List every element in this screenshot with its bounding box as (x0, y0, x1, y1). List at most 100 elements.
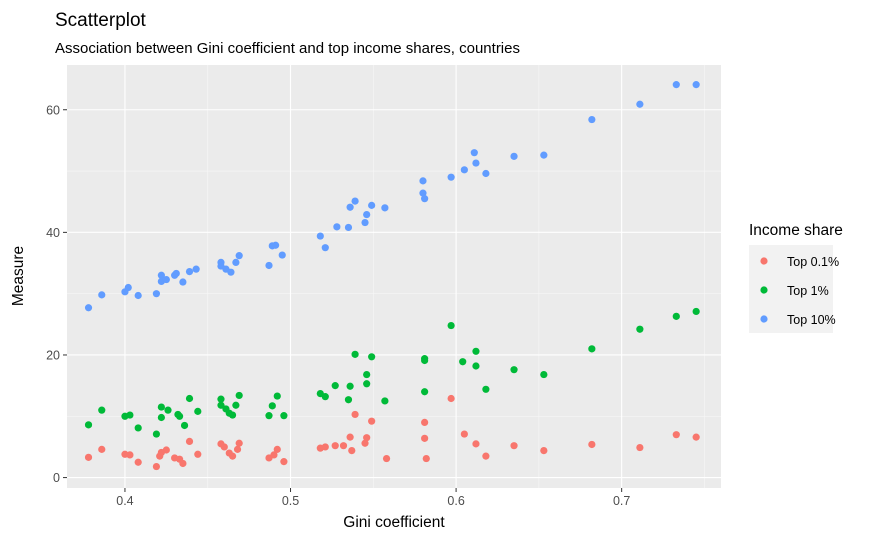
data-point-top-10 (134, 291, 142, 300)
data-point-top-0-1 (270, 451, 278, 459)
legend-label-top-10: Top 10% (787, 313, 836, 327)
data-point-top-0-1 (98, 445, 106, 453)
data-point-top-0-1 (421, 418, 429, 427)
data-point-top-0-1 (472, 440, 480, 448)
data-point-top-1 (321, 393, 329, 401)
data-point-top-0-1 (126, 451, 134, 459)
data-point-top-10 (636, 100, 644, 108)
y-tick-label: 60 (46, 103, 60, 117)
data-point-top-10 (482, 169, 490, 178)
data-point-top-1 (180, 421, 189, 430)
data-point-top-0-1 (421, 434, 429, 442)
data-point-top-10 (419, 189, 427, 197)
data-point-top-0-1 (134, 458, 142, 466)
data-point-top-0-1 (194, 450, 202, 458)
data-point-top-10 (152, 290, 161, 298)
data-point-top-0-1 (346, 433, 354, 441)
data-point-top-10 (84, 304, 93, 312)
data-point-top-10 (265, 261, 273, 270)
data-point-top-1 (510, 366, 518, 374)
data-point-top-10 (381, 204, 389, 212)
data-point-top-10 (333, 223, 341, 231)
data-point-top-1 (421, 388, 429, 396)
data-point-top-0-1 (482, 452, 490, 460)
grid-major (67, 65, 721, 488)
data-point-top-10 (232, 258, 240, 266)
data-point-top-10 (510, 152, 518, 160)
data-point-top-0-1 (152, 462, 161, 471)
data-point-top-1 (672, 312, 680, 320)
data-point-top-0-1 (235, 439, 243, 447)
data-point-top-10 (421, 195, 429, 203)
data-point-top-1 (421, 356, 429, 365)
data-point-top-10 (192, 265, 200, 273)
data-point-top-10 (588, 115, 596, 124)
data-point-top-0-1 (179, 459, 187, 468)
data-point-top-1 (351, 350, 359, 358)
data-point-top-10 (98, 291, 106, 299)
data-point-top-1 (126, 411, 134, 419)
y-tick-label: 40 (46, 226, 60, 240)
data-point-top-10 (316, 232, 324, 240)
data-point-top-0-1 (382, 454, 391, 463)
data-point-top-0-1 (368, 417, 376, 425)
data-point-top-10 (157, 271, 165, 279)
y-axis-title: Measure (10, 246, 27, 306)
data-point-top-1 (363, 370, 371, 379)
data-point-top-1 (265, 412, 273, 420)
data-point-top-10 (351, 197, 359, 205)
data-point-top-0-1 (273, 445, 281, 453)
points-layer (84, 81, 700, 471)
data-point-top-10 (235, 252, 243, 260)
data-point-top-0-1 (162, 446, 170, 454)
data-point-top-1 (331, 382, 339, 390)
data-point-top-1 (472, 347, 480, 355)
data-point-top-1 (482, 385, 490, 393)
data-point-top-1 (217, 401, 225, 409)
data-point-top-0-1 (339, 442, 348, 450)
data-point-top-1 (692, 307, 700, 316)
legend-swatch-top-0-1 (760, 257, 768, 265)
data-point-top-0-1 (321, 443, 329, 451)
legend-swatch-top-10 (760, 315, 768, 323)
data-point-top-1 (344, 396, 353, 404)
x-axis-title: Gini coefficient (343, 514, 445, 531)
data-point-top-1 (447, 321, 455, 330)
data-point-top-1 (588, 345, 596, 353)
legend-title: Income share (749, 222, 843, 239)
data-point-top-10 (321, 244, 329, 252)
legend-label-top-0-1: Top 0.1% (787, 255, 839, 269)
data-point-top-10 (162, 275, 170, 284)
data-point-top-10 (278, 251, 286, 259)
data-point-top-10 (672, 81, 680, 89)
data-point-top-0-1 (185, 437, 194, 446)
data-point-top-10 (185, 267, 194, 276)
data-point-top-1 (157, 413, 165, 422)
data-point-top-1 (540, 370, 548, 379)
data-point-top-0-1 (84, 453, 93, 461)
data-point-top-1 (217, 395, 225, 403)
data-point-top-1 (157, 403, 165, 411)
data-point-top-0-1 (228, 452, 237, 460)
x-tick-label: 0.5 (282, 494, 299, 508)
data-point-top-0-1 (220, 443, 228, 451)
data-point-top-0-1 (510, 442, 518, 450)
data-point-top-1 (164, 406, 172, 414)
y-tick-label: 0 (53, 471, 60, 485)
data-point-top-1 (134, 424, 142, 432)
data-point-top-0-1 (331, 442, 339, 450)
data-point-top-1 (346, 382, 354, 390)
data-point-top-1 (459, 358, 467, 366)
data-point-top-10 (447, 173, 455, 181)
data-point-top-10 (472, 159, 480, 167)
data-point-top-1 (232, 401, 240, 409)
data-point-top-10 (470, 149, 478, 157)
data-point-top-1 (228, 411, 237, 419)
data-point-top-1 (175, 412, 184, 420)
data-point-top-0-1 (540, 447, 548, 455)
data-point-top-0-1 (636, 443, 644, 452)
x-tick-label: 0.6 (447, 494, 464, 508)
data-point-top-1 (268, 402, 276, 410)
legend: Income share Top 0.1% Top 1% Top 10% (749, 222, 843, 333)
